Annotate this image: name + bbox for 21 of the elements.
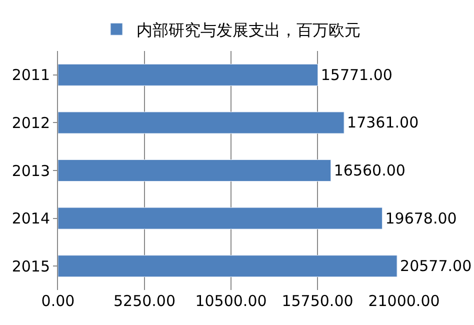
x-tick-label: 0.00 (41, 292, 75, 310)
bar (58, 207, 382, 230)
x-tick-label: 5250.00 (113, 292, 176, 310)
y-tick-label: 2014 (12, 210, 50, 228)
data-label: 15771.00 (320, 66, 392, 84)
x-tick-label: 15750.00 (282, 292, 354, 310)
data-label: 19678.00 (385, 209, 457, 228)
y-tick-label: 2015 (12, 257, 50, 276)
data-label: 16560.00 (334, 162, 406, 180)
bar (58, 255, 398, 278)
bar (58, 64, 318, 86)
x-tick-label: 10500.00 (195, 292, 267, 310)
bar (58, 159, 332, 182)
data-label: 20577.00 (400, 257, 472, 276)
data-label: 17361.00 (347, 114, 419, 132)
x-tick-label: 21000.00 (368, 292, 440, 310)
bar (58, 112, 344, 134)
y-tick-label: 2012 (12, 114, 50, 132)
y-tick-label: 2011 (12, 66, 50, 84)
y-tick-label: 2013 (12, 162, 50, 180)
legend-label: 内部研究与发展支出，百万欧元 (136, 20, 360, 40)
